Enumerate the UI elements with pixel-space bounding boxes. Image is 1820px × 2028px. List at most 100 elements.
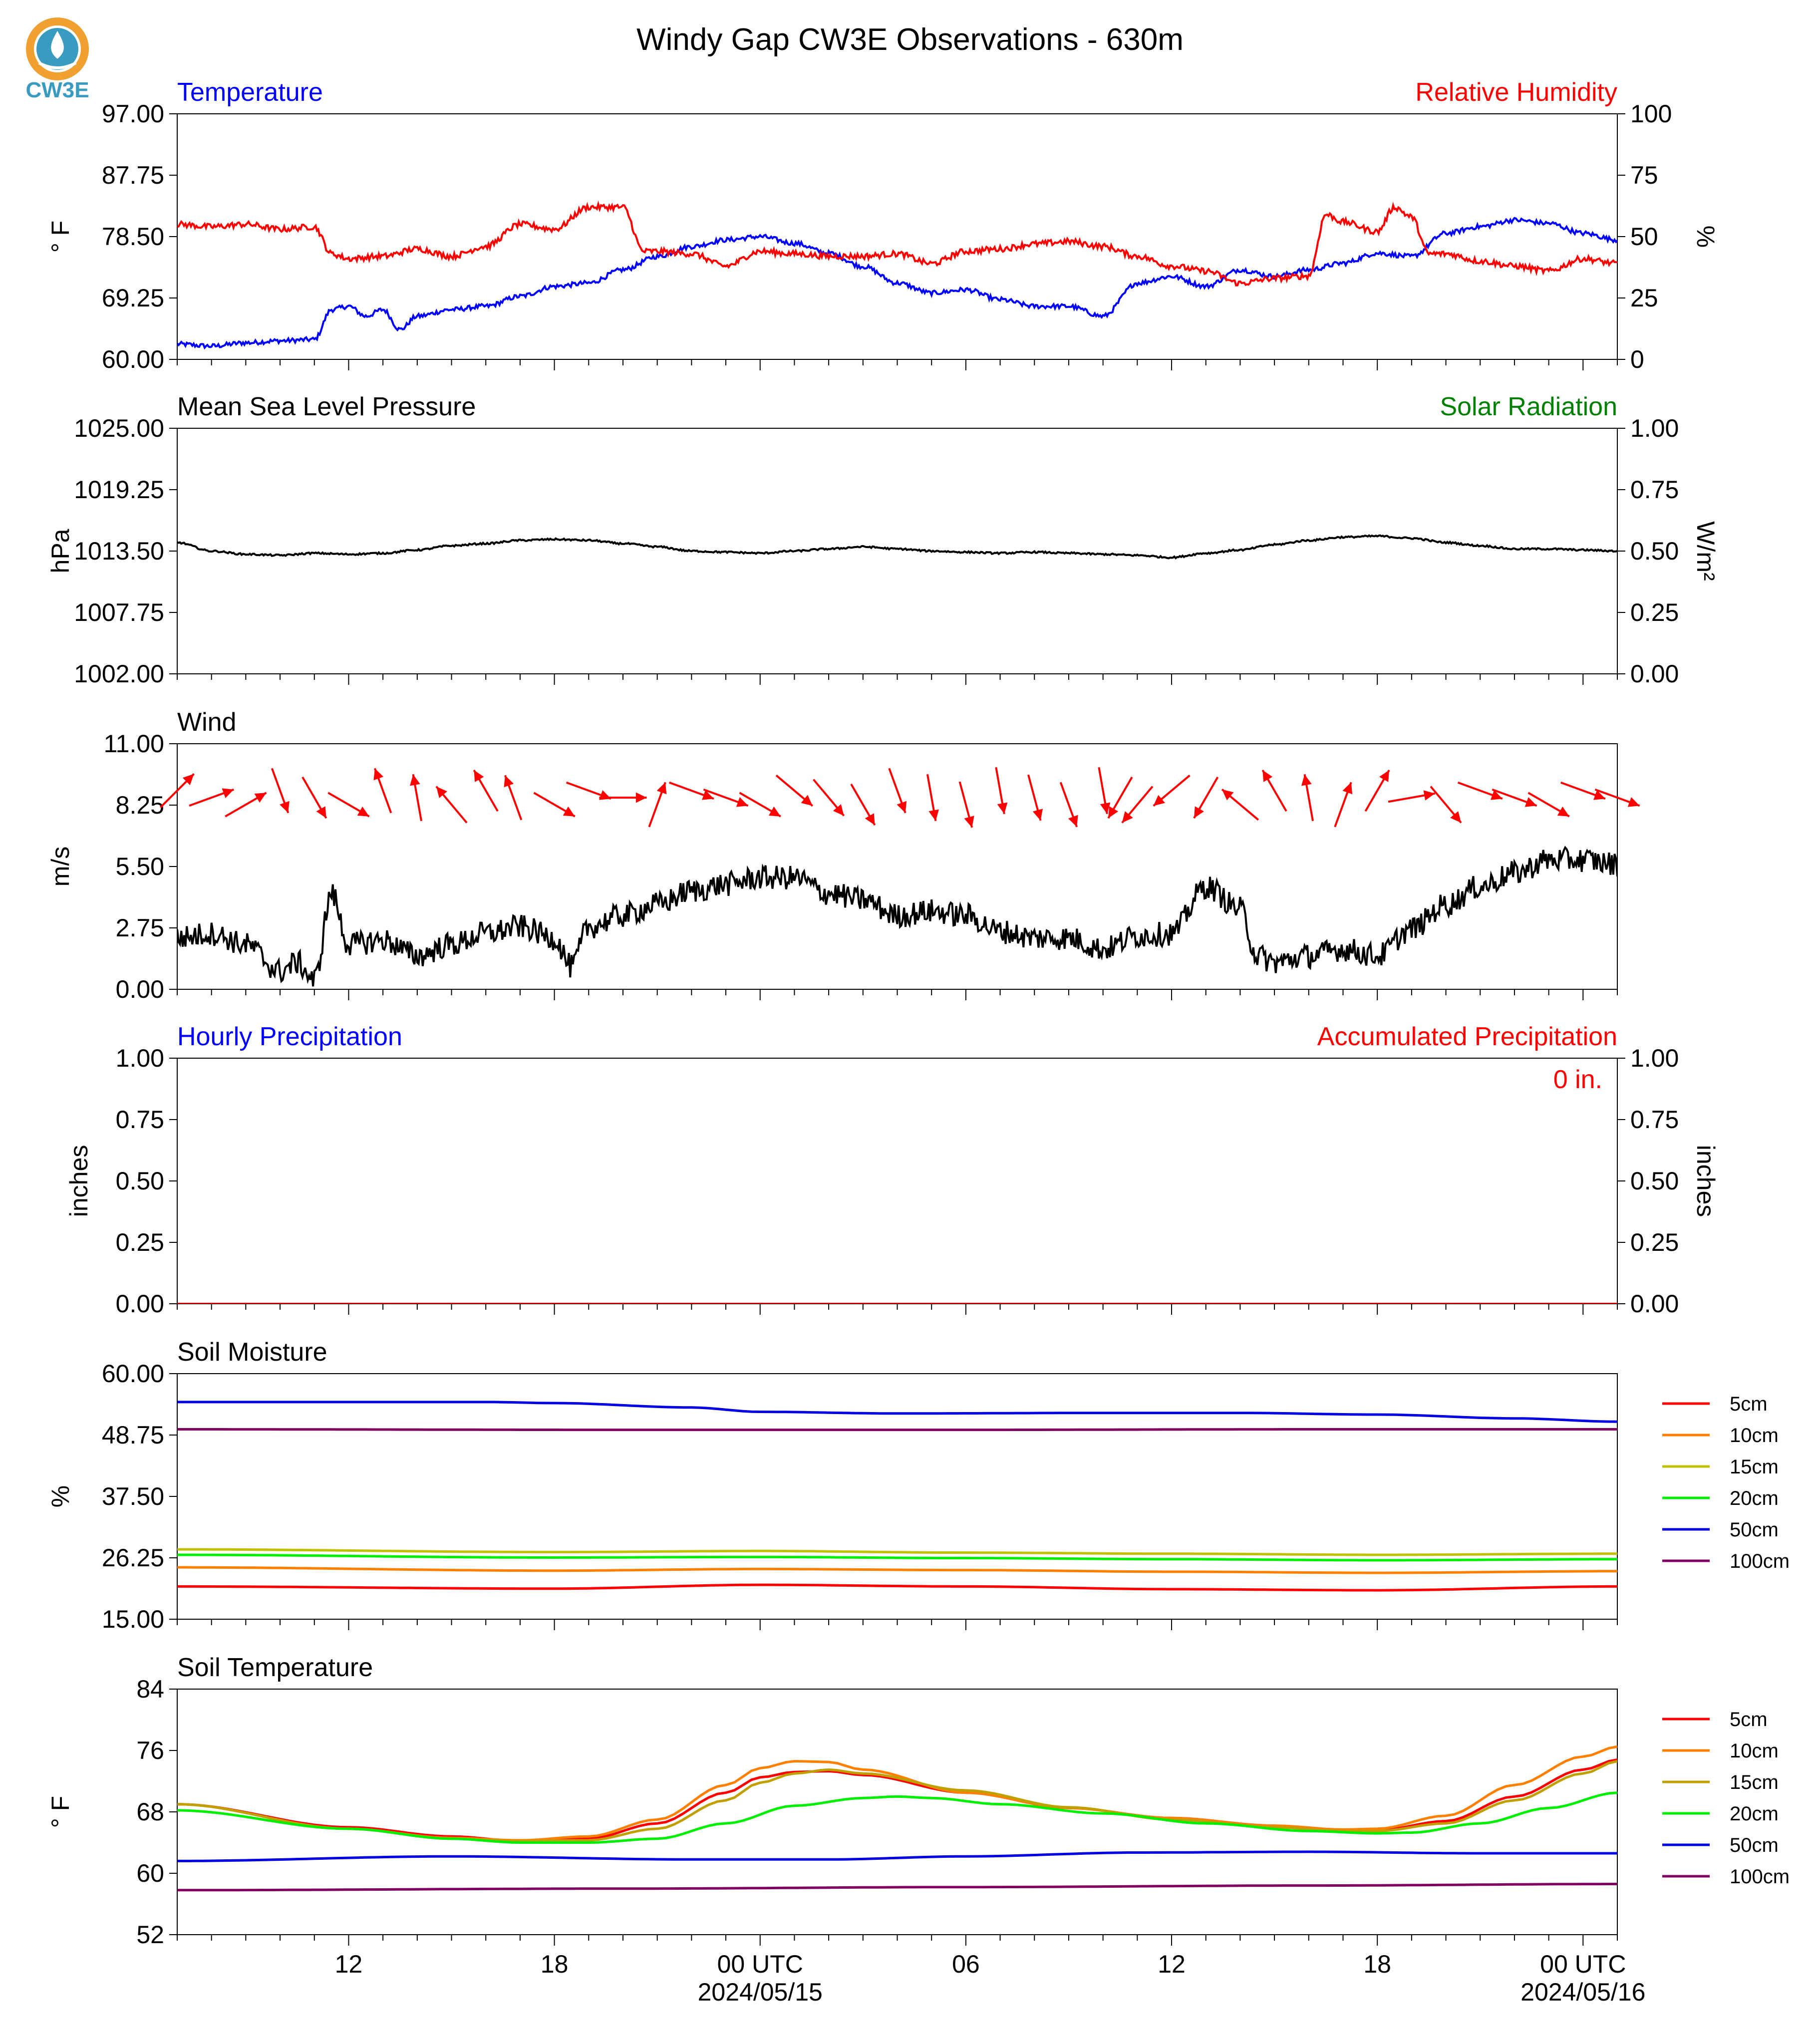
x-tick-label: 00 UTC (717, 1950, 803, 1978)
series-1 (177, 846, 1617, 987)
wind-arrow (1098, 767, 1111, 815)
y-tick-label-left: 0.00 (116, 975, 164, 1003)
wind-arrow (410, 774, 423, 822)
y-tick-label-right: 100 (1630, 100, 1672, 128)
wind-arrow-head (635, 792, 647, 803)
y-tick-label-left: 60.00 (102, 1360, 164, 1388)
wind-arrow-head (768, 806, 781, 817)
logo-ring (26, 17, 89, 80)
y-tick-label-right: 50 (1630, 223, 1658, 251)
y-tick-label-left: 48.75 (102, 1421, 164, 1449)
y-tick-label-left: 52 (136, 1921, 164, 1949)
x-tick-label: 00 UTC (1540, 1950, 1626, 1978)
wind-arrow-head (1627, 797, 1640, 807)
wind-arrow-head (1153, 795, 1165, 806)
wind-arrow-head (964, 816, 974, 828)
wind-arrow-head (280, 801, 290, 813)
wind-arrow-head (1450, 811, 1462, 823)
y-tick-label-left: 8.25 (116, 791, 164, 819)
wind-arrow (473, 769, 499, 812)
wind-arrow-head (928, 809, 939, 821)
y-tick-label-right: 0.50 (1630, 1167, 1679, 1195)
legend-label-50cm: 50cm (1730, 1519, 1779, 1541)
y-axis-label-left: hPa (46, 529, 74, 573)
y-tick-label-right: 25 (1630, 284, 1658, 312)
wind-arrow (302, 776, 327, 819)
panel-title-left: Soil Temperature (177, 1653, 373, 1682)
wind-arrow (225, 792, 267, 818)
wind-arrow (327, 792, 370, 818)
y-tick-label-left: 76 (136, 1737, 164, 1764)
y-tick-label-left: 11.00 (104, 730, 164, 758)
y-tick-label-right: 0.25 (1630, 598, 1679, 626)
legend-label-100cm: 100cm (1730, 1866, 1790, 1888)
panel-title-left: Soil Moisture (177, 1338, 327, 1367)
wind-arrow-head (1593, 790, 1605, 800)
wind-arrow (1457, 781, 1503, 800)
wind-arrow (850, 783, 876, 826)
series-10cm (177, 1566, 1617, 1574)
wind-arrow-head (1100, 802, 1111, 814)
chart-title: Windy Gap CW3E Observations - 630m (636, 22, 1184, 57)
y-tick-label-left: 1025.00 (74, 414, 164, 442)
wind-arrow (1364, 769, 1390, 812)
legend-label-50cm: 50cm (1730, 1834, 1779, 1856)
wind-arrow-head (1524, 797, 1537, 807)
wind-arrow-head (410, 774, 420, 786)
wind-arrow-head (222, 788, 234, 798)
y-tick-label-right: 1.00 (1630, 414, 1679, 442)
panel-3: Wind 0.00 2.75 5.50 8.25 11.00 m/s (46, 708, 1640, 1003)
accumulated-precip-value: 0 in. (1553, 1065, 1602, 1094)
y-axis-label-left: ° F (46, 221, 74, 253)
wind-arrow (703, 788, 749, 807)
y-tick-label-left: 1.00 (116, 1044, 164, 1072)
wind-arrow (775, 774, 814, 807)
wind-arrow-head (563, 806, 575, 817)
legend-label-10cm: 10cm (1730, 1425, 1779, 1447)
y-tick-label-right: 0.00 (1630, 1290, 1679, 1318)
series-1 (177, 534, 1617, 560)
logo-drop-icon (51, 31, 64, 59)
panel-title-right: Relative Humidity (1415, 78, 1617, 107)
wind-arrow-head (1068, 815, 1078, 827)
legend-label-100cm: 100cm (1730, 1550, 1790, 1572)
y-tick-label-left: 0.00 (116, 1290, 164, 1318)
wind-arrow (1121, 786, 1154, 824)
series-20cm (177, 1791, 1617, 1844)
series-20cm (177, 1553, 1617, 1562)
wind-arrow (1107, 776, 1133, 819)
wind-arrow-head (1557, 806, 1569, 817)
y-tick-label-left: 1007.75 (74, 598, 164, 626)
wind-arrow (1594, 788, 1640, 807)
wind-arrow (669, 781, 714, 800)
wind-arrow-head (656, 782, 667, 795)
wind-arrow-head (1194, 806, 1204, 819)
wind-arrow (533, 792, 576, 818)
y-tick-label-right: 0.00 (1630, 660, 1679, 688)
wind-arrow (599, 792, 647, 803)
y-tick-label-left: 1019.25 (74, 476, 164, 504)
wind-arrow (159, 773, 195, 809)
series-50cm (177, 1401, 1617, 1423)
panel-2: Mean Sea Level Pressure Solar Radiation 10… (46, 392, 1720, 688)
wind-arrow-head (897, 801, 907, 813)
wind-arrow-head (833, 804, 844, 816)
wind-arrow (504, 775, 523, 821)
wind-arrow (435, 786, 468, 824)
series-2 (177, 200, 1617, 287)
wind-arrow-head (1379, 770, 1389, 782)
wind-arrow (1527, 792, 1570, 818)
y-tick-label-left: 1013.50 (74, 537, 164, 565)
wind-arrow-head (357, 806, 369, 817)
wind-arrow-head (316, 806, 326, 819)
wind-arrow (995, 767, 1008, 815)
cw3e-logo: CW3E (25, 17, 89, 102)
wind-arrow-head (373, 768, 384, 781)
y-tick-label-right: 0.25 (1630, 1228, 1679, 1256)
wind-arrow-head (1222, 789, 1234, 801)
wind-arrow (1059, 782, 1078, 828)
panel-title-left: Mean Sea Level Pressure (177, 392, 476, 421)
y-tick-label-left: 26.25 (102, 1544, 164, 1572)
panel-title-left: Temperature (177, 78, 323, 107)
